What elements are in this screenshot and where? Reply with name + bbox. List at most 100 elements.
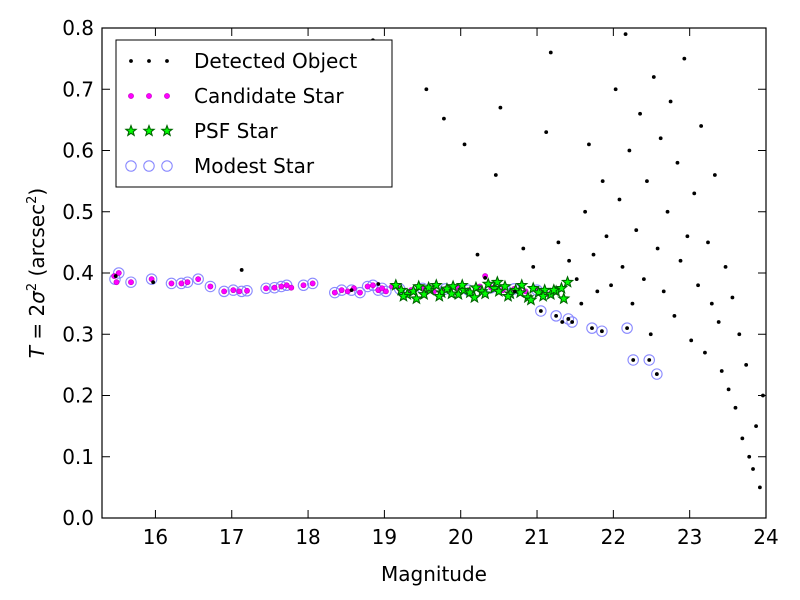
detected-object-point: [638, 111, 642, 116]
psf-star-point: [560, 275, 575, 288]
x-tick-label: 23: [677, 525, 702, 549]
detected-object-point: [730, 295, 735, 300]
detected-object-point: [521, 246, 526, 251]
detected-object-point: [634, 228, 639, 233]
psf-star-point: [429, 278, 443, 291]
detected-object-point: [719, 369, 724, 373]
detected-object-point: [696, 283, 700, 288]
x-tick-label: 17: [219, 525, 244, 549]
y-axis-title-sigma-exp: 2: [25, 283, 40, 291]
modest-star-point: [260, 282, 272, 295]
y-axis-title-lhs: T: [25, 344, 49, 358]
psf-star-point: [432, 289, 446, 302]
detected-object-point: [658, 136, 663, 141]
modest-star-point: [651, 368, 663, 380]
detected-object-point: [716, 320, 721, 324]
candidate-star-point: [128, 279, 134, 286]
modest-star-point: [125, 276, 137, 288]
modest-star-point: [297, 279, 310, 291]
psf-star-point: [389, 278, 403, 291]
detected-object-point: [706, 240, 710, 245]
detected-object-point: [654, 372, 659, 376]
legend-marker-detected-object: [165, 59, 169, 63]
detected-object-point: [737, 332, 742, 337]
modest-star-point: [329, 286, 341, 299]
modest-star-point: [550, 310, 562, 322]
x-tick-label: 18: [295, 525, 320, 549]
detected-object-point: [556, 240, 561, 245]
detected-object-point: [493, 173, 498, 177]
series-psf-star: [389, 275, 575, 306]
detected-object-point: [675, 160, 680, 165]
psf-star-point: [515, 278, 529, 291]
detected-object-point: [672, 313, 677, 318]
detected-object-point: [747, 454, 752, 459]
y-axis-title-sigma: σ: [25, 290, 49, 304]
candidate-star-point: [288, 284, 295, 291]
detected-object-point: [645, 179, 649, 184]
detected-object-point: [513, 289, 517, 294]
detected-object-point: [754, 424, 758, 429]
detected-object-point: [587, 142, 591, 147]
candidate-star-point: [115, 270, 122, 276]
detected-object-point: [591, 252, 596, 257]
detected-object-point: [678, 258, 683, 263]
psf-star-point: [409, 291, 424, 305]
detected-object-point: [631, 358, 636, 362]
candidate-star-point: [221, 288, 228, 295]
x-tick-label: 19: [372, 525, 397, 549]
detected-object-point: [560, 320, 565, 324]
detected-object-point: [483, 276, 488, 280]
series-detected-object: [113, 32, 765, 490]
detected-object-point: [613, 87, 618, 92]
detected-object-point: [498, 105, 503, 110]
psf-star-point: [455, 278, 469, 291]
modest-star-point: [596, 325, 608, 337]
detected-object-point: [554, 313, 559, 318]
modest-star-point: [621, 322, 633, 334]
psf-star-point: [524, 293, 538, 306]
candidate-star-point: [178, 280, 185, 287]
detected-object-point: [685, 234, 690, 239]
detected-object-point: [579, 301, 584, 306]
detected-object-point: [692, 191, 697, 196]
y-tick-label: 0.5: [62, 200, 94, 224]
candidate-star-point: [244, 287, 250, 294]
candidate-star-point: [113, 279, 120, 286]
x-tick-label: 16: [143, 525, 168, 549]
detected-object-point: [531, 264, 536, 269]
modest-star-point: [113, 267, 125, 279]
detected-object-point: [574, 277, 579, 282]
psf-star-point: [536, 289, 550, 302]
psf-star-point: [446, 279, 460, 293]
candidate-star-point: [278, 283, 285, 290]
modest-star-point: [354, 286, 366, 299]
detected-object-point: [627, 148, 632, 153]
candidate-star-point: [184, 279, 191, 286]
y-axis-title: T = 2σ2 (arcsec2): [25, 188, 49, 358]
detected-object-point: [641, 277, 646, 282]
detected-object-point: [625, 326, 629, 331]
legend-marker-psf-star: [160, 124, 174, 137]
candidate-star-point: [364, 283, 371, 290]
psf-star-point: [501, 289, 515, 302]
detected-object-point: [570, 320, 575, 324]
y-tick-label: 0.3: [62, 322, 94, 346]
psf-star-point: [469, 280, 483, 294]
legend-label-psf: PSF Star: [194, 119, 278, 143]
detected-object-point: [349, 288, 354, 293]
modest-star-point: [145, 273, 158, 285]
modest-star-point: [566, 316, 578, 328]
modest-star-point: [192, 273, 204, 285]
detected-object-point: [376, 282, 381, 286]
detected-object-point: [609, 283, 613, 288]
modest-star-point: [306, 277, 319, 290]
detected-object-point: [699, 124, 704, 128]
detected-object-point: [682, 56, 687, 61]
detected-object-point: [462, 142, 467, 147]
candidate-star-point: [383, 288, 389, 295]
candidate-star-point: [230, 287, 237, 294]
detected-object-point: [665, 209, 670, 214]
psf-star-point: [547, 283, 561, 296]
